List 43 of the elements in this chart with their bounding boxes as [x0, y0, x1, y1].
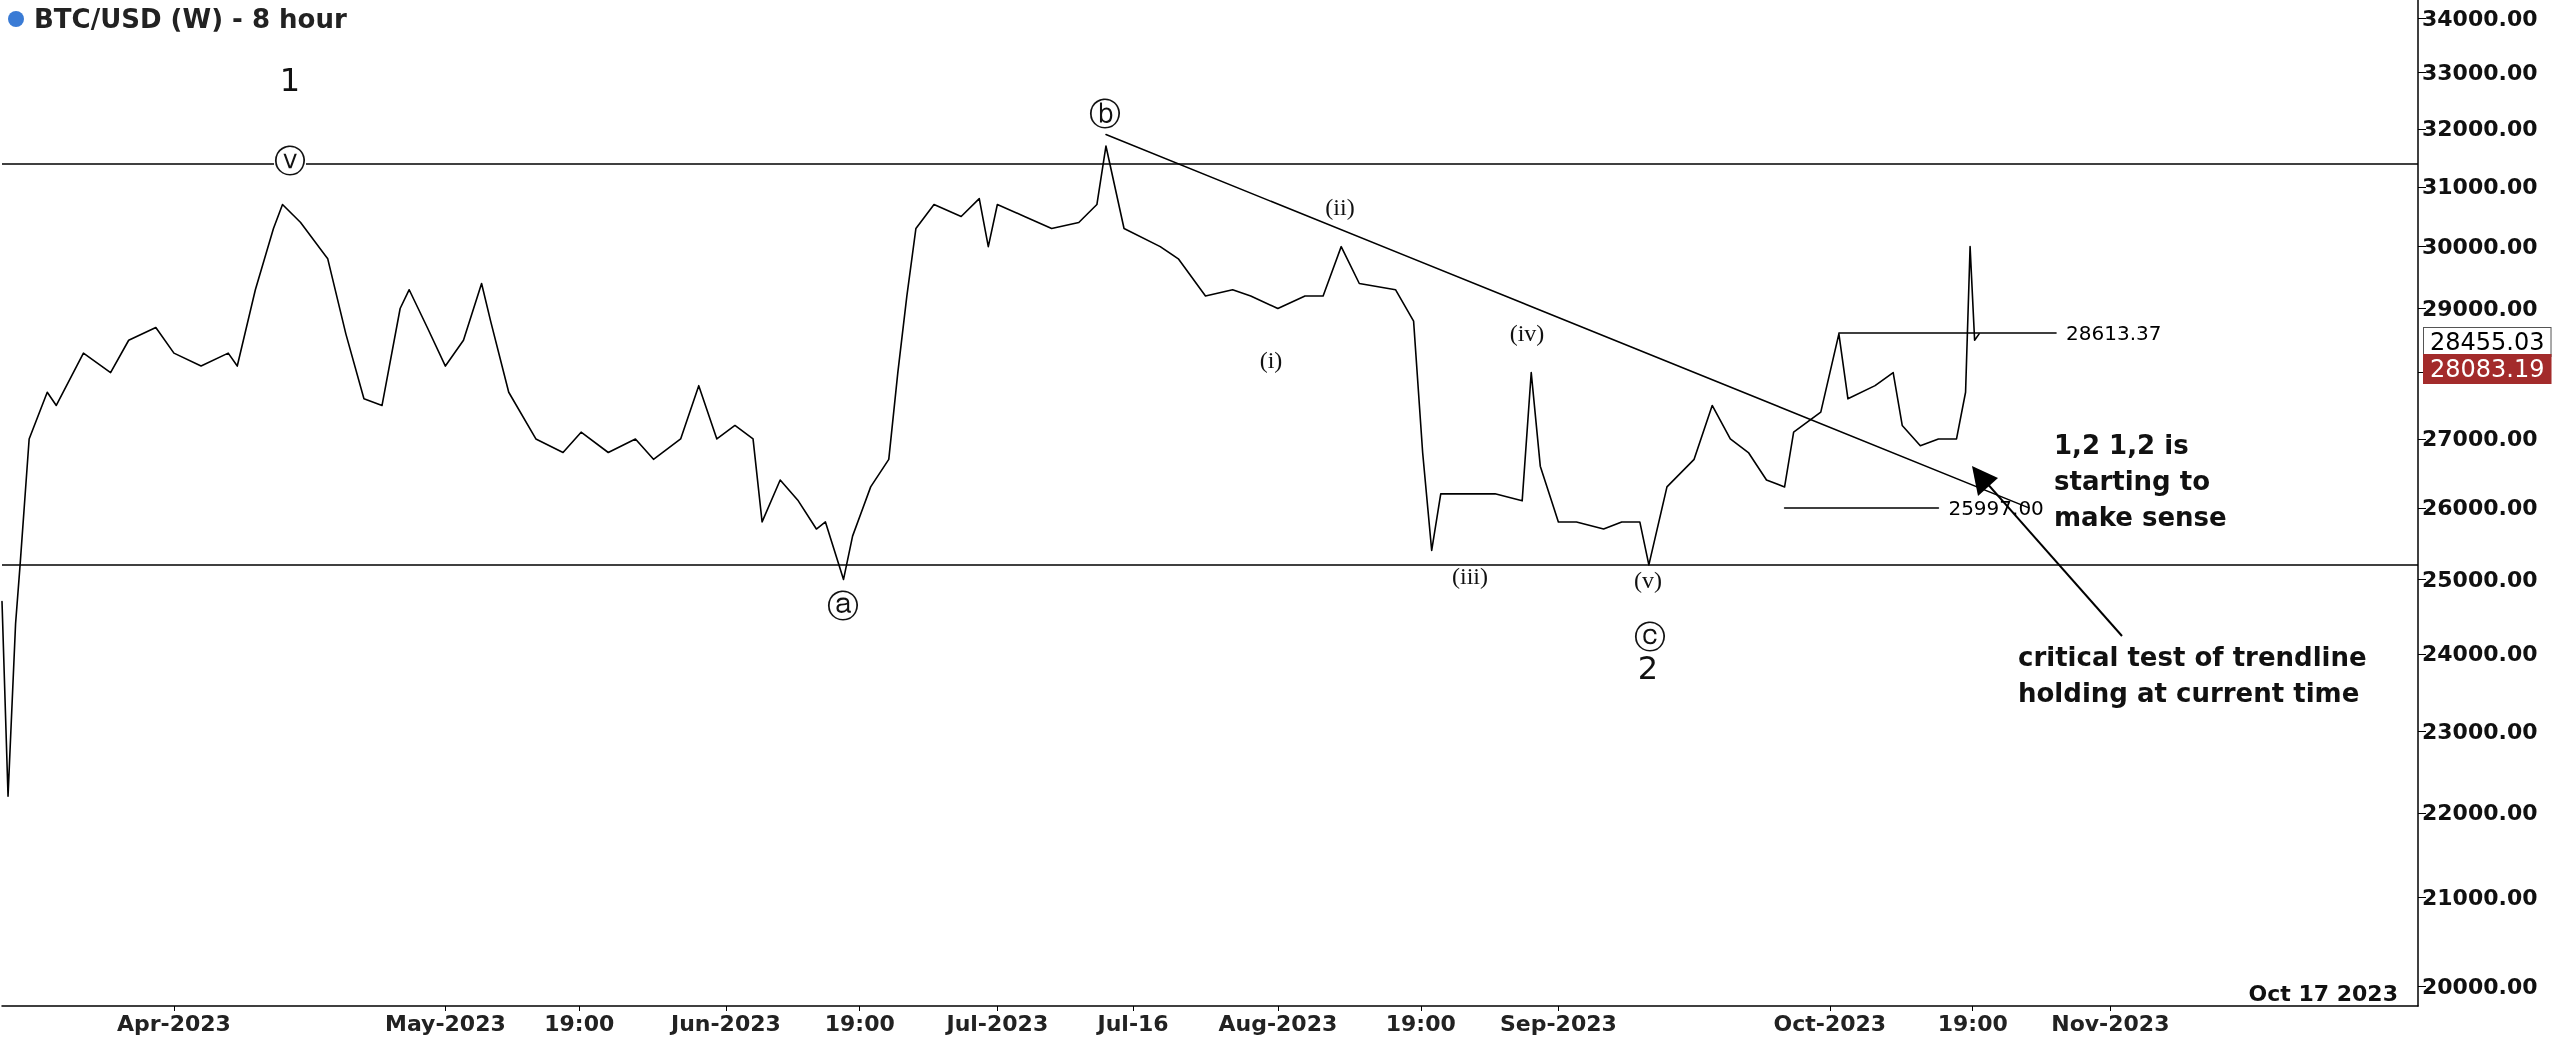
y-tick-label: 20000.00: [2422, 974, 2538, 1000]
x-tick-label: Jul-2023: [944, 1010, 1049, 1036]
x-tick-label: 19:00: [824, 1010, 895, 1036]
x-tick-label: 19:00: [1937, 1010, 2008, 1036]
y-tick-label: 31000.00: [2422, 174, 2538, 200]
y-tick-label: 29000.00: [2422, 296, 2538, 322]
x-tick-label: 19:00: [544, 1010, 615, 1036]
y-tick-label: 30000.00: [2422, 234, 2538, 260]
y-tick-label: 27000.00: [2422, 426, 2538, 452]
y-tick-label: 32000.00: [2422, 116, 2538, 142]
annotation: 1,2 1,2 is starting to make sense: [2054, 430, 2227, 532]
y-tick-label: 21000.00: [2422, 885, 2538, 911]
annotation: ⓥ: [274, 142, 306, 180]
annotation: (i): [1259, 347, 1283, 373]
y-tick-label: 23000.00: [2422, 719, 2538, 745]
annotation: (iii): [1452, 563, 1488, 589]
annotation: (v): [1634, 567, 1662, 593]
annotation: ⓐ: [827, 587, 859, 625]
y-tick-label: 24000.00: [2422, 641, 2538, 667]
x-tick-label: Aug-2023: [1218, 1010, 1338, 1036]
annotation: (ii): [1325, 194, 1355, 220]
x-tick-label: Oct-2023: [1773, 1010, 1887, 1036]
x-tick-label: Apr-2023: [116, 1010, 231, 1036]
annotation: (iv): [1509, 320, 1545, 346]
text: 28455.03: [2430, 328, 2545, 356]
x-tick-label: 19:00: [1385, 1010, 1456, 1036]
y-tick-label: 34000.00: [2422, 5, 2538, 31]
y-tick-label: 26000.00: [2422, 495, 2538, 521]
x-tick-label: Jun-2023: [668, 1010, 781, 1036]
y-tick-label: 25000.00: [2422, 566, 2538, 592]
x-tick-label: May-2023: [385, 1010, 506, 1036]
annotation: ⓑ: [1089, 95, 1121, 133]
y-tick-label: 22000.00: [2422, 800, 2538, 826]
annotation: critical test of trendline holding at current time: [2018, 642, 2367, 708]
x-tick-label: Nov-2023: [2051, 1010, 2170, 1036]
y-tick-label: 33000.00: [2422, 60, 2538, 86]
text: 28083.19: [2430, 355, 2545, 383]
x-tick-label: Sep-2023: [1499, 1010, 1617, 1036]
chart-title: BTC/USD (W) - 8 hour: [34, 4, 347, 34]
annotation: 1: [279, 61, 301, 99]
annotation: Oct 17 2023: [2248, 980, 2398, 1006]
data-label: 28613.37: [2066, 321, 2162, 346]
x-tick-label: Jul-16: [1095, 1010, 1169, 1036]
